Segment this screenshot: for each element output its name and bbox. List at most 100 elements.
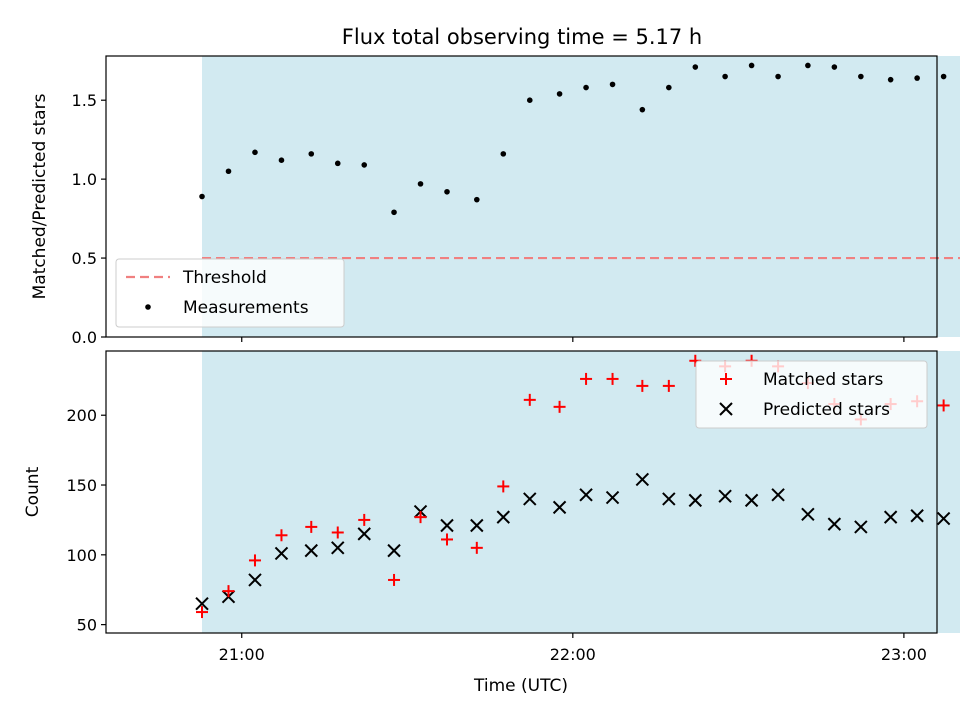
legend-measurements-swatch: [145, 304, 151, 310]
matched-stars-point: [553, 400, 566, 413]
predicted-stars-point: [387, 543, 401, 558]
matched-stars-point: [331, 526, 344, 539]
legend-matched-swatch: [720, 373, 732, 385]
legend-measurements-label: Measurements: [183, 298, 309, 318]
measurement-point: [391, 209, 397, 216]
ratio-panel: 0.0 0.5 1.0 1.5 Matched/Predicted stars Thr…: [30, 55, 960, 347]
ratio-axes-frame: [105, 55, 938, 338]
predicted-stars-point: [496, 510, 510, 524]
measurement-point: [474, 196, 480, 203]
measurement-point: [914, 75, 920, 81]
predicted-stars-point: [357, 527, 371, 541]
measurement-point: [887, 76, 894, 83]
y-tick-label: 50: [77, 616, 97, 635]
ratio-x-ticks: [241, 337, 905, 342]
predicted-stars-point: [827, 517, 842, 531]
measurement-point: [252, 149, 258, 156]
matched-stars-point: [441, 533, 454, 546]
predicted-stars-point: [605, 490, 620, 505]
predicted-stars-point: [331, 541, 345, 555]
counts-y-ticks: 50 100 150 200: [66, 406, 106, 635]
predicted-stars-point: [801, 507, 815, 522]
measurement-point: [199, 193, 205, 200]
legend-predicted-label: Predicted stars: [763, 400, 890, 420]
predicted-stars-point: [470, 518, 484, 533]
y-tick-label: 100: [66, 546, 97, 565]
matched-stars-point: [414, 511, 427, 524]
counts-legend-box: [695, 360, 928, 429]
measurement-point: [500, 151, 507, 157]
matched-stars-point: [222, 585, 235, 598]
matched-stars-point: [497, 480, 510, 493]
measurement-point: [556, 91, 563, 97]
measurement-point: [748, 62, 755, 69]
matched-stars-point: [358, 513, 371, 526]
legend-threshold-label: Threshold: [182, 268, 267, 288]
matched-stars-point: [305, 520, 318, 533]
y-tick-label: 200: [66, 406, 97, 425]
x-tick-label: 23:00: [881, 645, 927, 664]
predicted-stars-point: [718, 489, 732, 503]
measurement-point: [361, 162, 368, 168]
counts-legend: Matched stars Predicted stars: [695, 360, 928, 429]
measurement-point: [417, 181, 424, 187]
measurement-point: [225, 168, 232, 175]
measurement-points: [199, 62, 947, 216]
predicted-stars-point: [883, 510, 898, 524]
predicted-stars-point: [248, 573, 262, 587]
predicted-stars-point: [440, 518, 454, 533]
legend-predicted-swatch: [719, 402, 733, 416]
predicted-stars-point: [579, 488, 593, 502]
measurement-point: [858, 73, 864, 80]
ratio-legend-box: [115, 258, 345, 328]
predicted-stars-points: [195, 472, 951, 611]
predicted-stars-point: [662, 492, 676, 506]
x-axis-label: Time (UTC): [473, 676, 568, 696]
measurement-point: [831, 64, 838, 70]
predicted-stars-point: [936, 511, 951, 526]
y-tick-label: 150: [66, 476, 97, 495]
matched-stars-point: [248, 554, 261, 567]
predicted-stars-point: [552, 500, 567, 515]
measurement-point: [583, 84, 589, 91]
matched-stars-point: [937, 399, 950, 412]
y-tick-label: 1.0: [72, 170, 97, 189]
measurement-point: [805, 62, 811, 69]
measurement-point: [609, 81, 616, 88]
measurement-point: [692, 64, 699, 70]
matched-stars-point: [470, 541, 483, 554]
matched-stars-point: [636, 379, 649, 392]
matched-stars-point: [388, 573, 401, 586]
predicted-stars-point: [523, 492, 537, 506]
matched-stars-point: [662, 379, 675, 392]
matched-stars-point: [580, 372, 593, 385]
measurement-point: [940, 73, 947, 80]
ratio-legend: Threshold Measurements: [115, 258, 345, 328]
predicted-stars-point: [688, 493, 703, 508]
measurement-point: [444, 188, 450, 195]
predicted-stars-point: [771, 488, 785, 502]
x-tick-label: 22:00: [550, 645, 596, 664]
measurement-point: [278, 157, 285, 163]
ratio-y-ticks: 0.0 0.5 1.0 1.5: [72, 91, 106, 347]
measurement-point: [639, 106, 646, 113]
counts-y-axis-label: Count: [23, 466, 43, 517]
measurement-point: [775, 73, 781, 80]
measurement-point: [526, 97, 533, 104]
predicted-stars-point: [195, 596, 209, 611]
y-tick-label: 0.0: [72, 328, 97, 347]
predicted-stars-point: [274, 546, 289, 561]
y-tick-label: 0.5: [72, 249, 97, 268]
legend-matched-label: Matched stars: [763, 370, 883, 390]
measurement-point: [308, 151, 315, 157]
x-tick-label: 21:00: [219, 645, 265, 664]
predicted-stars-point: [910, 509, 924, 523]
counts-axes-frame: [105, 350, 938, 634]
matched-stars-point: [196, 606, 209, 619]
matched-stars-point: [523, 393, 536, 406]
y-tick-label: 1.5: [72, 91, 97, 110]
chart-title: Flux total observing time = 5.17 h: [342, 25, 702, 49]
